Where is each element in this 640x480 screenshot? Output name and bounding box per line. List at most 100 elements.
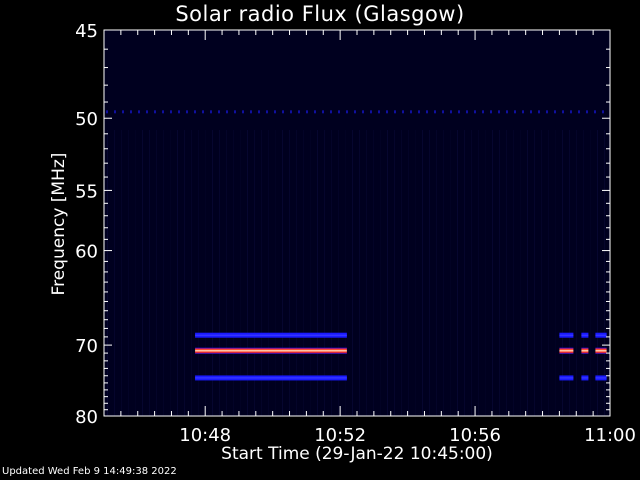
background-stripe [380,130,381,416]
background-stripe [394,130,395,416]
background-stripe [156,130,157,416]
x-tick-label: 11:00 [584,425,636,446]
background-stripe [198,130,199,416]
background-stripe [408,130,409,416]
background-stripe [373,130,374,416]
background-stripe [268,130,269,416]
interference-dot [378,110,380,114]
interference-dot [458,110,460,114]
interference-dot [290,110,292,114]
emission-band-red [559,347,574,354]
interference-dot [234,110,236,114]
background-stripe [597,130,598,416]
interference-dot [346,110,348,114]
background-stripe [184,130,185,416]
interference-dot [554,110,556,114]
background-stripe [352,130,353,416]
background-stripe [359,130,360,416]
update-timestamp: Updated Wed Feb 9 14:49:38 2022 [2,466,177,477]
interference-dot [338,110,340,114]
background-stripe [534,130,535,416]
background-stripe [471,130,472,416]
background-stripe [555,130,556,416]
y-tick-label: 70 [75,336,98,357]
interference-dot [202,110,204,114]
background-stripe [415,130,416,416]
interference-dot [450,110,452,114]
y-tick-label: 60 [75,242,98,263]
interference-dot [482,110,484,114]
interference-dot [226,110,228,114]
background-stripe [261,130,262,416]
interference-dot [546,110,548,114]
background-stripe [506,130,507,416]
interference-dot [138,110,140,114]
interference-dot [538,110,540,114]
interference-dot [410,110,412,114]
background-stripe [527,130,528,416]
background-stripe [205,130,206,416]
background-stripe [233,130,234,416]
background-stripe [310,130,311,416]
interference-dot [442,110,444,114]
background-stripe [219,130,220,416]
interference-dot [146,110,148,114]
background-stripe [338,130,339,416]
interference-dot [330,110,332,114]
emission-band-core [559,377,574,379]
interference-dot [298,110,300,114]
interference-dot [498,110,500,114]
interference-dot [242,110,244,114]
background-stripe [149,130,150,416]
background-stripe [366,130,367,416]
interference-dot [386,110,388,114]
interference-dot [418,110,420,114]
interference-dot [562,110,564,114]
interference-dot [122,110,124,114]
background-stripe [170,130,171,416]
emission-band-core [581,377,589,379]
interference-dot [602,110,604,114]
background-stripe [492,130,493,416]
background-stripe [499,130,500,416]
x-tick-label: 10:48 [179,425,231,446]
background-stripe [254,130,255,416]
background-stripe [324,130,325,416]
background-stripe [548,130,549,416]
interference-dot [154,110,156,114]
background-stripe [478,130,479,416]
background-stripe [212,130,213,416]
background-stripe [450,130,451,416]
emission-band-red [195,347,347,354]
interference-dot [322,110,324,114]
plot-background [104,30,610,416]
y-tick-label: 50 [75,109,98,130]
background-stripe [443,130,444,416]
background-stripe [303,130,304,416]
background-stripe [114,130,115,416]
interference-dot [434,110,436,114]
background-stripe [177,130,178,416]
interference-dot [114,110,116,114]
emission-band-red [581,347,589,354]
x-tick-label: 10:52 [314,425,366,446]
background-stripe [142,130,143,416]
background-stripe [247,130,248,416]
interference-dot [354,110,356,114]
interference-dot [474,110,476,114]
background-stripe [464,130,465,416]
background-stripe [583,130,584,416]
background-stripe [317,130,318,416]
y-tick-label: 45 [75,21,98,42]
background-stripe [226,130,227,416]
background-stripe [485,130,486,416]
emission-band-core [195,334,347,336]
background-stripe [422,130,423,416]
interference-dot [506,110,508,114]
interference-dot [370,110,372,114]
background-stripe [275,130,276,416]
background-stripe [429,130,430,416]
interference-dot [218,110,220,114]
interference-dot [258,110,260,114]
background-stripe [296,130,297,416]
